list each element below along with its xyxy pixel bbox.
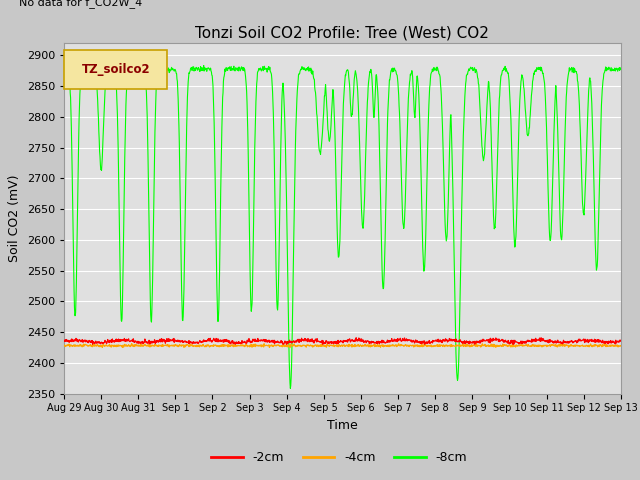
FancyBboxPatch shape — [64, 50, 167, 89]
Title: Tonzi Soil CO2 Profile: Tree (West) CO2: Tonzi Soil CO2 Profile: Tree (West) CO2 — [195, 25, 490, 41]
Y-axis label: Soil CO2 (mV): Soil CO2 (mV) — [8, 175, 21, 262]
Text: No data for f_CO2W_4: No data for f_CO2W_4 — [19, 0, 143, 8]
X-axis label: Time: Time — [327, 419, 358, 432]
Text: TZ_soilco2: TZ_soilco2 — [81, 63, 150, 76]
Legend: -2cm, -4cm, -8cm: -2cm, -4cm, -8cm — [206, 446, 472, 469]
